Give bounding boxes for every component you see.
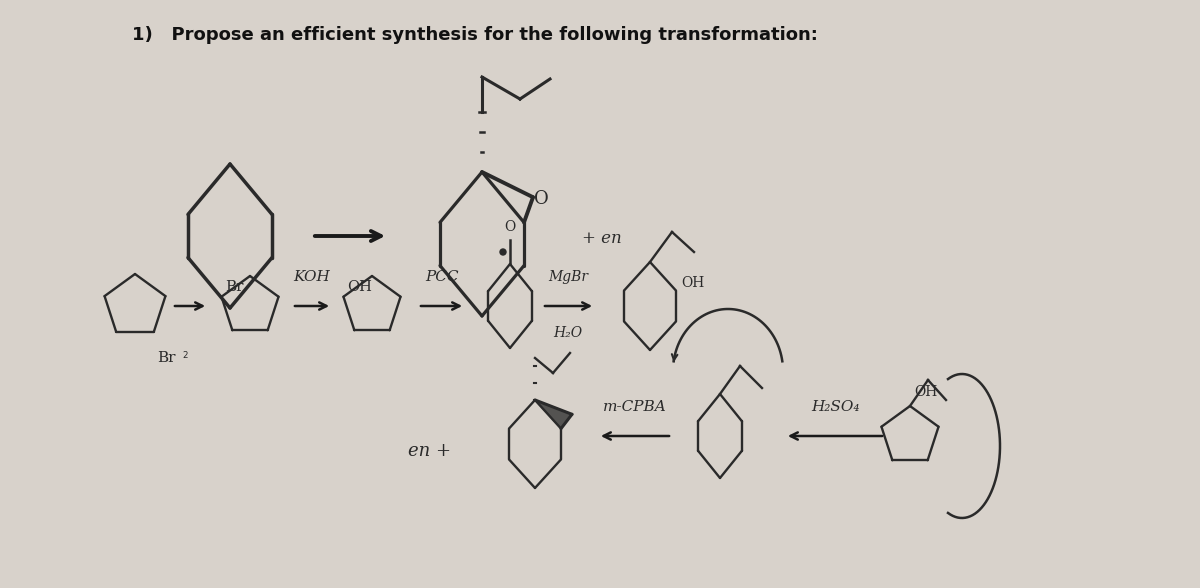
Text: Br: Br [157, 351, 175, 365]
Text: O: O [534, 190, 548, 208]
Text: + en: + en [582, 229, 622, 246]
Text: KOH: KOH [294, 270, 330, 284]
Text: OH: OH [348, 280, 372, 294]
Text: $^2$: $^2$ [182, 352, 188, 365]
Polygon shape [535, 400, 572, 429]
Text: O: O [504, 220, 516, 234]
Text: en +: en + [408, 442, 451, 460]
Circle shape [500, 249, 506, 255]
Text: m-CPBA: m-CPBA [604, 400, 667, 414]
Text: Br: Br [226, 280, 244, 294]
Text: 1)   Propose an efficient synthesis for the following transformation:: 1) Propose an efficient synthesis for th… [132, 26, 818, 44]
Text: H₂SO₄: H₂SO₄ [811, 400, 859, 414]
Text: MgBr: MgBr [548, 270, 588, 284]
Text: PCC: PCC [425, 270, 458, 284]
Text: OH: OH [914, 385, 937, 399]
Text: OH: OH [682, 276, 704, 290]
Text: H₂O: H₂O [553, 326, 582, 340]
